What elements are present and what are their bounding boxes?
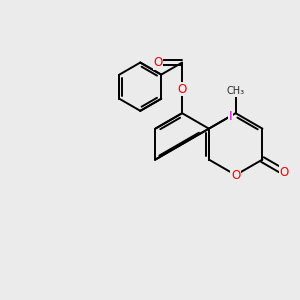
Text: O: O — [231, 169, 240, 182]
Text: O: O — [153, 56, 163, 69]
Text: O: O — [280, 166, 289, 178]
Text: I: I — [229, 110, 232, 123]
Text: CH₃: CH₃ — [226, 86, 245, 96]
Text: O: O — [178, 82, 187, 95]
